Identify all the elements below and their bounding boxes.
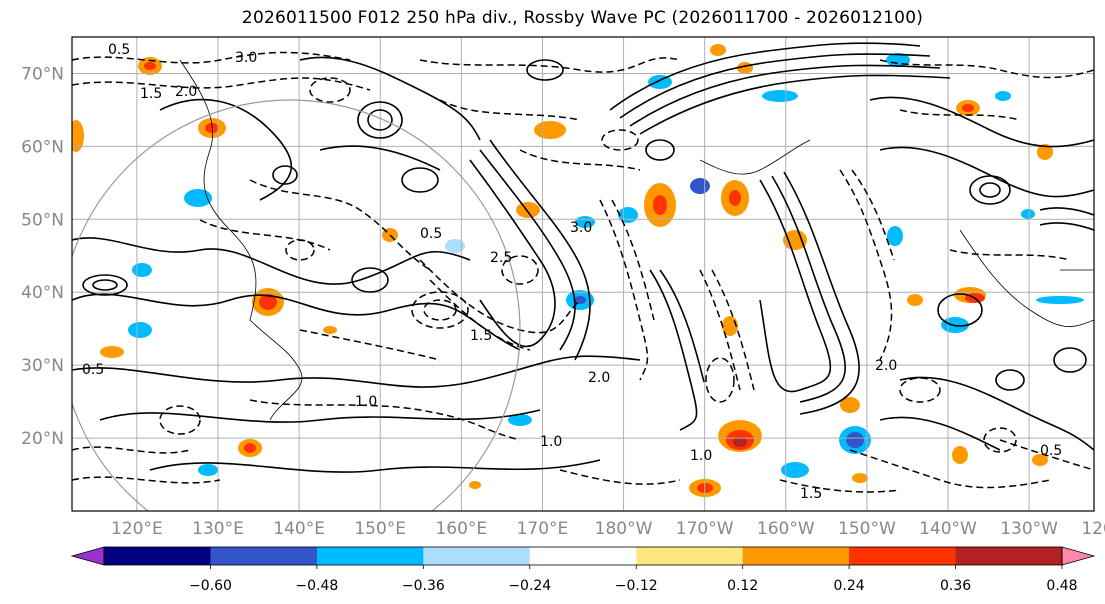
contour-label: 3.0 bbox=[570, 220, 592, 236]
colorbar-segment bbox=[742, 547, 850, 565]
divergence-shading bbox=[72, 44, 1084, 497]
contour-label: 1.5 bbox=[140, 86, 162, 102]
colorbar-segment bbox=[423, 547, 531, 565]
colorbar-tick-label: −0.60 bbox=[189, 578, 232, 594]
lon-label: 170°W bbox=[676, 519, 734, 539]
positive-contours bbox=[72, 42, 1094, 473]
contour-label: 2.0 bbox=[588, 370, 610, 386]
colorbar-tick-label: 0.36 bbox=[940, 578, 971, 594]
colorbar-tick-label: −0.48 bbox=[295, 578, 338, 594]
colorbar-segment bbox=[955, 547, 1063, 565]
coastlines bbox=[179, 59, 1094, 421]
contour-label: 1.0 bbox=[355, 394, 377, 410]
colorbar-tick-label: 0.24 bbox=[834, 578, 865, 594]
lon-label: 160°W bbox=[757, 519, 815, 539]
negative-contours bbox=[72, 51, 1094, 493]
colorbar-segment bbox=[636, 547, 744, 565]
reference-circle bbox=[72, 99, 521, 511]
contour-label: 0.5 bbox=[1040, 443, 1062, 459]
map-title: 2026011500 F012 250 hPa div., Rossby Wav… bbox=[241, 8, 924, 28]
lon-label: 120°E bbox=[111, 519, 163, 539]
contour-labels: 0.5 1.5 2.0 3.0 1.0 2.5 0.5 1.5 1.0 2.0 3.0 0.5 1.0 2… bbox=[82, 42, 1062, 502]
contour-label: 0.5 bbox=[82, 362, 104, 378]
colorbar-segment bbox=[104, 547, 211, 565]
lon-label: 130°E bbox=[192, 519, 244, 539]
contour-label: 1.0 bbox=[690, 448, 712, 464]
contour-label: 0.5 bbox=[420, 226, 442, 242]
map-area bbox=[72, 37, 1094, 511]
colorbar-segment bbox=[529, 547, 637, 565]
lon-label: 130°W bbox=[1000, 519, 1058, 539]
lon-label: 140°E bbox=[273, 519, 325, 539]
lat-label: 60°N bbox=[21, 137, 64, 157]
colorbar-tick-label: −0.24 bbox=[508, 578, 551, 594]
colorbar: −0.60 −0.48 −0.36 −0.24 −0.12 0.12 0.24 0.36 0.4… bbox=[70, 546, 1096, 594]
contour-label: 2.0 bbox=[175, 84, 197, 100]
longitude-labels: 120°E 130°E 140°E 150°E 160°E 170°E 180°W 170°W… bbox=[111, 519, 1105, 539]
lon-label: 150°E bbox=[354, 519, 406, 539]
colorbar-extend-low bbox=[70, 546, 105, 566]
colorbar-segment bbox=[849, 547, 957, 565]
lon-label: 150°W bbox=[838, 519, 896, 539]
contour-label: 3.0 bbox=[235, 50, 257, 66]
colorbar-tick-label: −0.36 bbox=[402, 578, 445, 594]
colorbar-tick-label: 0.12 bbox=[727, 578, 758, 594]
lon-label: 160°E bbox=[435, 519, 487, 539]
lon-label: 170°E bbox=[517, 519, 569, 539]
latitude-labels: 70°N 60°N 50°N 40°N 30°N 20°N bbox=[21, 64, 64, 449]
lat-label: 20°N bbox=[21, 429, 64, 449]
colorbar-extend-high bbox=[1061, 546, 1096, 566]
colorbar-tick-label: 0.48 bbox=[1046, 578, 1077, 594]
lat-label: 30°N bbox=[21, 356, 64, 376]
contour-label: 1.5 bbox=[800, 486, 822, 502]
colorbar-segment bbox=[210, 547, 318, 565]
colorbar-outline bbox=[103, 546, 1063, 566]
contour-label: 1.0 bbox=[540, 434, 562, 450]
lon-label: 180°W bbox=[595, 519, 653, 539]
contour-label: 2.0 bbox=[875, 358, 897, 374]
lon-label: 140°W bbox=[919, 519, 977, 539]
lat-label: 70°N bbox=[21, 64, 64, 84]
lat-lon-grid bbox=[72, 37, 1094, 511]
map-frame bbox=[71, 36, 1095, 512]
colorbar-segment bbox=[316, 547, 424, 565]
contour-label: 1.5 bbox=[470, 328, 492, 344]
colorbar-tick-label: −0.12 bbox=[615, 578, 658, 594]
contour-label: 2.5 bbox=[490, 250, 512, 266]
lon-label: 120°W bbox=[1081, 519, 1105, 539]
lat-label: 40°N bbox=[21, 283, 64, 303]
contour-label: 0.5 bbox=[108, 42, 130, 58]
lat-label: 50°N bbox=[21, 210, 64, 230]
